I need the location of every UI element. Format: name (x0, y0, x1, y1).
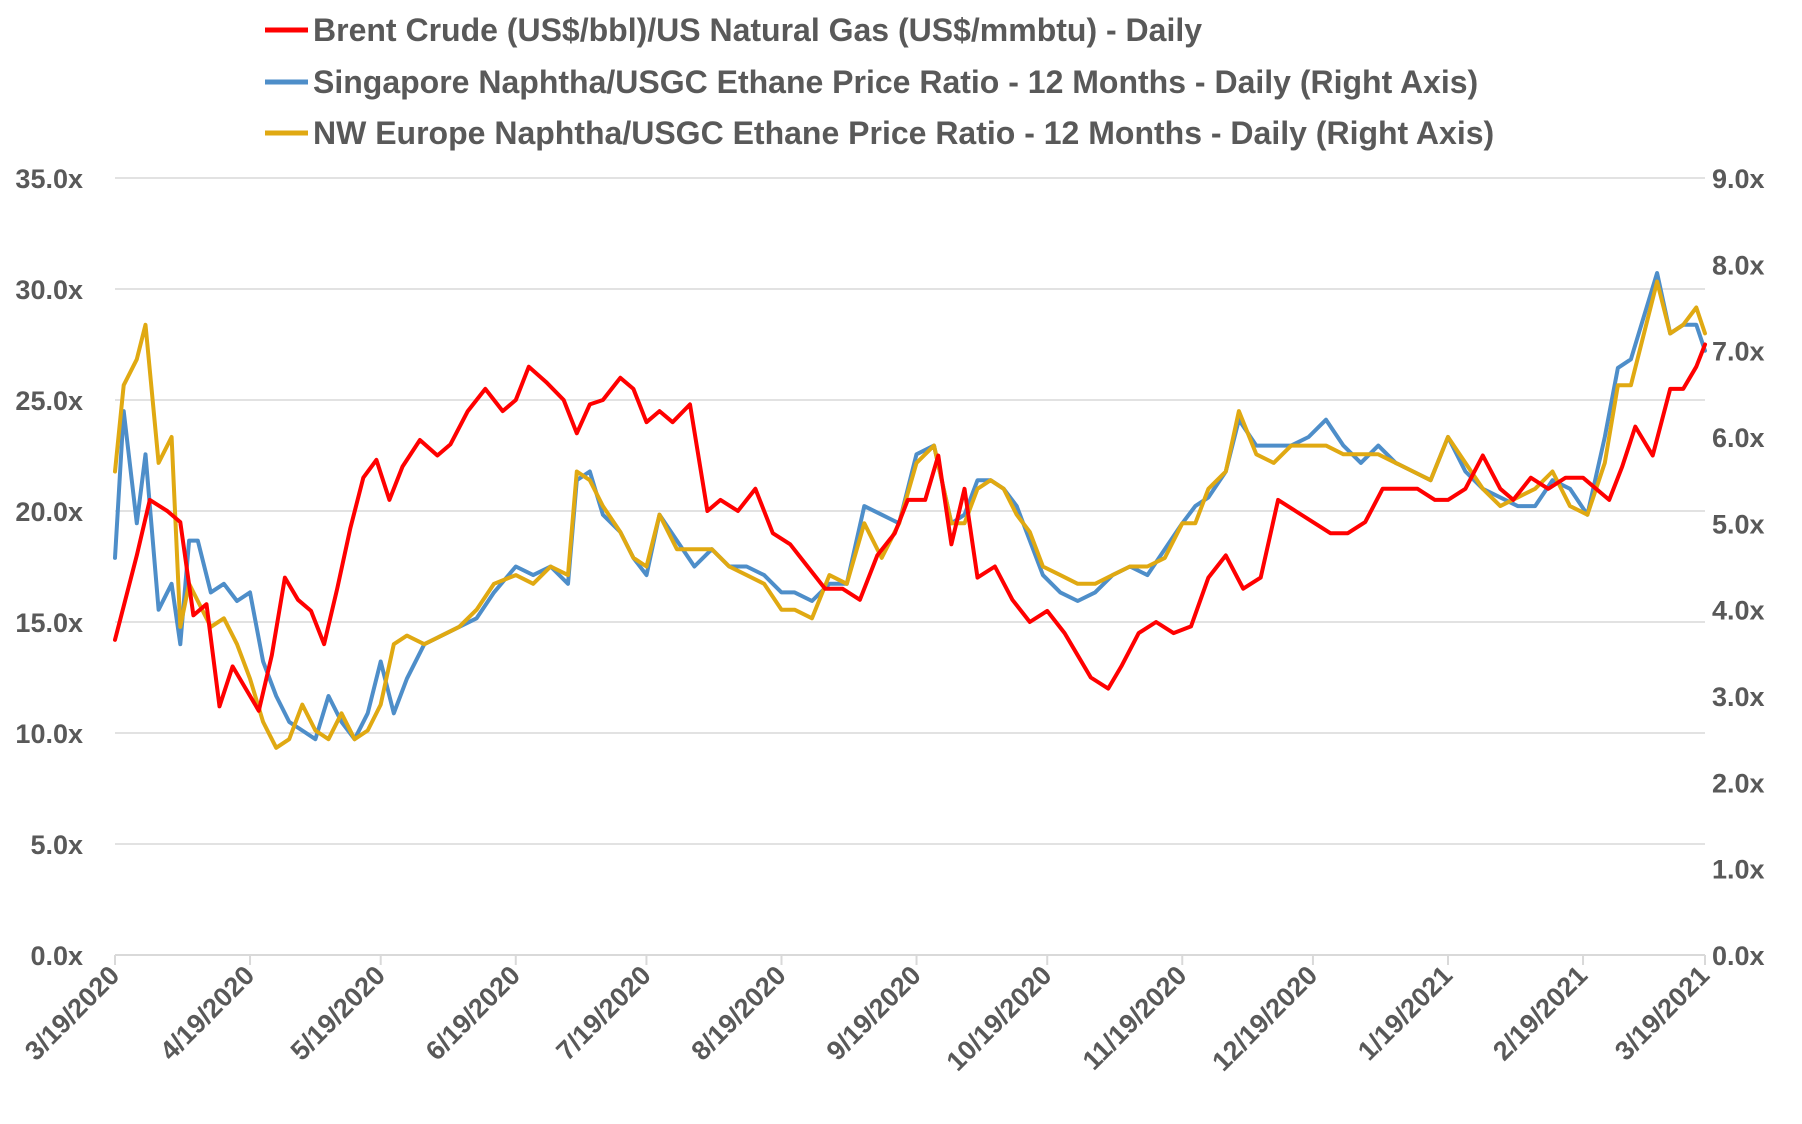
series-line-2 (113, 271, 1707, 742)
x-tick-label: 10/19/2020 (941, 960, 1058, 1077)
left-tick-label: 20.0x (15, 497, 83, 527)
x-tick-label: 11/19/2020 (1077, 960, 1193, 1076)
right-tick-label: 5.0x (1712, 509, 1765, 539)
right-tick-label: 4.0x (1712, 596, 1765, 626)
right-tick-label: 8.0x (1712, 250, 1765, 280)
legend: Brent Crude (US$/bbl)/US Natural Gas (US… (265, 12, 1494, 151)
left-tick-label: 25.0x (15, 386, 83, 416)
left-tick-label: 0.0x (30, 941, 83, 971)
series-lines (113, 271, 1707, 750)
x-tick-label: 4/19/2020 (154, 960, 260, 1066)
right-tick-label: 7.0x (1712, 337, 1765, 367)
right-tick-label: 1.0x (1712, 855, 1765, 885)
left-tick-label: 5.0x (30, 830, 83, 860)
x-tick-label: 9/19/2020 (821, 960, 927, 1066)
right-tick-label: 0.0x (1712, 941, 1765, 971)
x-tick-label: 5/19/2020 (285, 960, 391, 1066)
legend-label: NW Europe Naphtha/USGC Ethane Price Rati… (313, 115, 1494, 151)
right-axis-tick-labels: 0.0x 1.0x 2.0x 3.0x 4.0x 5.0x 6.0x 7.0x 8.0x 9.0x (1712, 164, 1765, 971)
left-axis-tick-labels: 0.0x 5.0x 10.0x 15.0x 20.0x 25.0x 30.0x 35.0x (15, 164, 83, 971)
x-tick-label: 6/19/2020 (420, 960, 526, 1066)
right-tick-label: 6.0x (1712, 423, 1765, 453)
left-tick-label: 10.0x (15, 719, 83, 749)
series-line-3 (113, 279, 1707, 750)
legend-label: Singapore Naphtha/USGC Ethane Price Rati… (313, 64, 1478, 100)
left-tick-label: 30.0x (15, 275, 83, 305)
legend-label: Brent Crude (US$/bbl)/US Natural Gas (US… (313, 12, 1202, 48)
x-tick-label: 3/19/2020 (19, 960, 125, 1066)
x-tick-label: 2/19/2021 (1487, 960, 1593, 1066)
gridlines (115, 177, 1705, 956)
x-tick-label: 1/19/2021 (1352, 960, 1458, 1066)
x-tick-label: 7/19/2020 (551, 960, 657, 1066)
left-tick-label: 35.0x (15, 164, 83, 194)
x-tick-label: 8/19/2020 (686, 960, 792, 1066)
right-tick-label: 3.0x (1712, 682, 1765, 712)
right-tick-label: 9.0x (1712, 164, 1765, 194)
x-tick-label: 12/19/2020 (1206, 960, 1323, 1077)
x-axis: 3/19/2020 4/19/2020 5/19/2020 6/19/2020 7/19… (19, 955, 1715, 1077)
left-tick-label: 15.0x (15, 608, 83, 638)
x-tick-label: 3/19/2021 (1609, 960, 1715, 1066)
series-line-1 (113, 342, 1707, 713)
right-tick-label: 2.0x (1712, 768, 1765, 798)
